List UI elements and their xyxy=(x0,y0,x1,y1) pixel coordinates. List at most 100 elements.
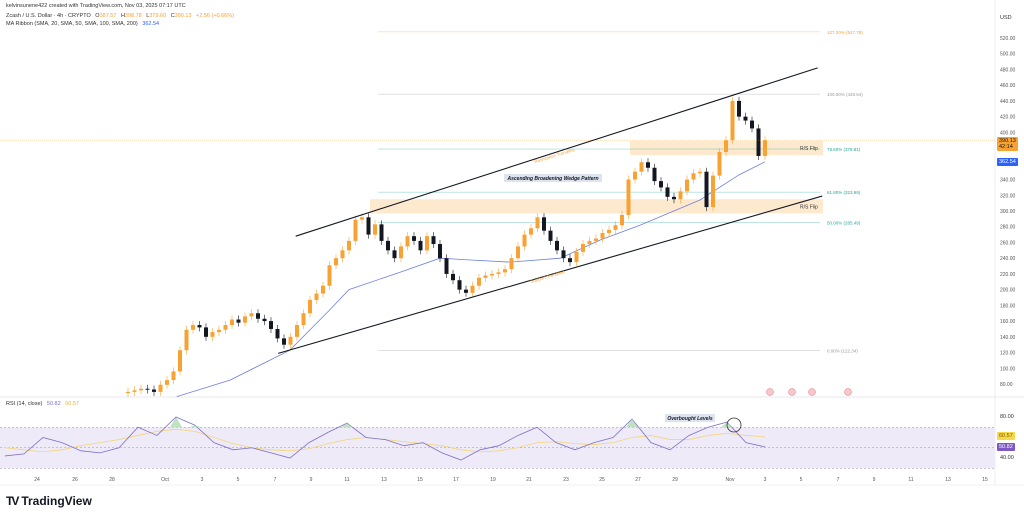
change-value: +2.56 (+0.66%) xyxy=(196,13,234,19)
close-label: C xyxy=(170,13,175,19)
price-axis-tick: 80.00 xyxy=(1000,382,1013,388)
tradingview-logo[interactable]: TV TradingView xyxy=(6,494,92,508)
time-axis-tick: Nov xyxy=(726,477,735,483)
price-axis-tick: 200.00 xyxy=(1000,288,1016,294)
candle-body xyxy=(548,230,553,241)
candle-body xyxy=(230,319,234,326)
price-axis-tick: 140.00 xyxy=(1000,335,1016,341)
ma-label: MA Ribbon (SMA, 20, SMA, 50, SMA, 100, S… xyxy=(6,21,138,27)
time-axis-tick: 15 xyxy=(417,477,423,483)
time-axis-tick: 5 xyxy=(800,477,803,483)
wedge-pattern-label: Ascending Broadening Wedge Pattern xyxy=(506,176,598,182)
low-value: 379.60 xyxy=(149,13,167,19)
candle-body xyxy=(503,269,507,273)
open-label: O xyxy=(95,13,100,19)
candle-body xyxy=(412,236,416,241)
rsi-overbought-fill xyxy=(626,419,638,428)
rsi-line xyxy=(4,416,766,461)
rsi-overbought-fill xyxy=(189,425,201,428)
fib-level-label: 61.80% (323.99) xyxy=(827,190,861,195)
rsi-ma-tag: 60.57 xyxy=(997,432,1015,440)
price-axis-tick: 500.00 xyxy=(1000,52,1016,58)
overbought-label: Overbought Levels xyxy=(667,416,713,422)
candle-body xyxy=(197,325,202,328)
ohlc-low: L379.60 xyxy=(146,13,166,19)
candle-body xyxy=(724,140,728,153)
candle-body xyxy=(366,217,371,235)
candle-body xyxy=(717,152,722,176)
rsi-value: 50.82 xyxy=(46,401,61,407)
ohlc-close: C390.13 xyxy=(171,13,192,19)
candle-body xyxy=(691,173,696,180)
candle-body xyxy=(522,234,527,247)
price-axis-tick: 460.00 xyxy=(1000,83,1016,89)
wedge-label-bg xyxy=(504,174,602,182)
ma-price-tag: 362.54 xyxy=(997,158,1018,166)
time-axis-tick: 7 xyxy=(274,477,277,483)
us-flag-event-icon xyxy=(844,388,852,396)
candle-body xyxy=(262,318,267,322)
candle-body xyxy=(275,328,280,339)
candle-body xyxy=(425,236,429,251)
time-axis-tick: Oct xyxy=(161,477,169,483)
candle-body xyxy=(659,181,663,188)
candle-body xyxy=(763,140,767,156)
symbol-legend: Zcash / U.S. Dollar · 4h · CRYPTO O387.5… xyxy=(6,13,237,19)
time-axis-tick: 3 xyxy=(764,477,767,483)
time-axis-tick: 17 xyxy=(453,477,459,483)
time-axis-tick: 7 xyxy=(837,477,840,483)
currency-label[interactable]: USD xyxy=(1000,15,1012,21)
candle-body xyxy=(392,250,397,259)
candle-body xyxy=(568,258,572,263)
candle-body xyxy=(496,272,501,274)
rsi-overbought-fill xyxy=(170,417,182,428)
candle-body xyxy=(678,191,683,200)
time-axis-tick: 26 xyxy=(72,477,78,483)
candle-body xyxy=(431,236,436,245)
candle-body xyxy=(223,325,228,330)
time-axis-tick: 21 xyxy=(526,477,532,483)
candle-body xyxy=(360,217,364,220)
candle-body xyxy=(217,329,221,333)
candle-body xyxy=(418,240,423,251)
candle-body xyxy=(295,325,299,337)
price-axis-tick: 220.00 xyxy=(1000,272,1016,278)
time-axis-tick: 25 xyxy=(599,477,605,483)
high-label: H xyxy=(120,13,125,19)
candle-body xyxy=(353,219,358,241)
candle-body xyxy=(665,187,670,197)
candle-body xyxy=(152,389,156,392)
candle-body xyxy=(672,196,676,200)
fib-level-label: 78.60% (378.81) xyxy=(827,147,861,152)
candle-body xyxy=(145,388,150,390)
fib-level-label: 0.00% (122.34) xyxy=(827,349,858,354)
candle-body xyxy=(373,224,377,235)
us-flag-event-icon xyxy=(808,388,816,396)
last-price-tag: 390.13 42:14 xyxy=(997,137,1018,151)
fib-level-label: 50.00% (285.49) xyxy=(827,220,861,225)
candle-body xyxy=(633,171,637,180)
candle-body xyxy=(587,240,592,245)
price-axis-tick: 160.00 xyxy=(1000,319,1016,325)
candle-body xyxy=(301,313,306,326)
ma-value: 362.54 xyxy=(142,21,160,27)
symbol-title: Zcash / U.S. Dollar · 4h · CRYPTO xyxy=(6,13,91,19)
price-axis-tick: 480.00 xyxy=(1000,67,1016,73)
low-label: L xyxy=(146,13,150,19)
candle-body xyxy=(607,229,611,234)
candle-body xyxy=(750,120,754,129)
price-axis-tick: 400.00 xyxy=(1000,130,1016,136)
resistance-trendline xyxy=(295,67,818,237)
ohlc-open: O387.57 xyxy=(95,13,116,19)
rsi-legend: RSI (14, close) 50.82 60.57 xyxy=(6,401,82,407)
time-axis-tick: 23 xyxy=(563,477,569,483)
candle-body xyxy=(646,162,650,168)
ohlc-high: H398.78 xyxy=(121,13,142,19)
candle-body xyxy=(321,285,325,294)
candle-body xyxy=(711,175,715,208)
price-axis-tick: 180.00 xyxy=(1000,303,1016,309)
candle-body xyxy=(126,391,130,393)
candle-body xyxy=(737,100,741,117)
candle-body xyxy=(639,162,644,172)
